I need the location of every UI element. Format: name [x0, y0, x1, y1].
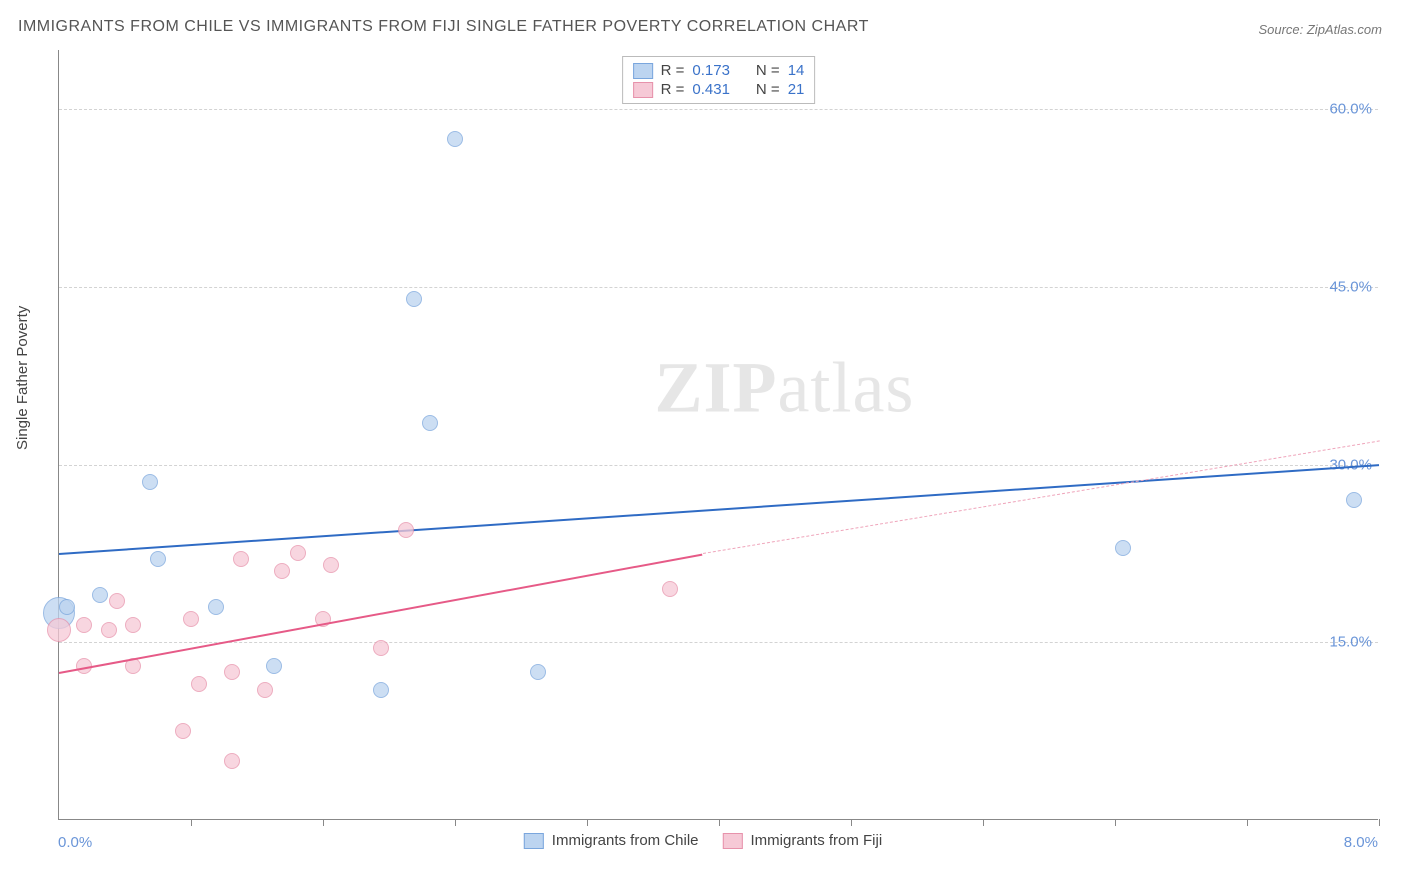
watermark: ZIPatlas: [654, 347, 914, 430]
data-point: [224, 753, 240, 769]
n-value: 21: [788, 81, 805, 98]
legend-swatch: [633, 63, 653, 79]
x-axis-label: 8.0%: [1344, 834, 1378, 851]
n-label: N =: [756, 62, 780, 79]
r-value: 0.173: [692, 62, 730, 79]
legend-item: Immigrants from Chile: [524, 832, 699, 849]
x-tick: [1115, 819, 1116, 826]
data-point: [125, 617, 141, 633]
chart-title: IMMIGRANTS FROM CHILE VS IMMIGRANTS FROM…: [18, 18, 869, 36]
data-point: [1346, 492, 1362, 508]
gridline: [59, 465, 1378, 466]
y-tick-label: 45.0%: [1329, 278, 1372, 295]
y-tick-label: 60.0%: [1329, 101, 1372, 118]
data-point: [373, 682, 389, 698]
r-label: R =: [661, 62, 685, 79]
data-point: [233, 551, 249, 567]
data-point: [208, 599, 224, 615]
data-point: [1115, 540, 1131, 556]
data-point: [274, 563, 290, 579]
x-tick: [1379, 819, 1380, 826]
x-tick: [1247, 819, 1248, 826]
data-point: [183, 611, 199, 627]
legend-item: Immigrants from Fiji: [723, 832, 883, 849]
watermark-rest: atlas: [777, 348, 914, 428]
n-label: N =: [756, 81, 780, 98]
gridline: [59, 109, 1378, 110]
data-point: [323, 557, 339, 573]
data-point: [150, 551, 166, 567]
data-point: [257, 682, 273, 698]
x-tick: [719, 819, 720, 826]
data-point: [290, 545, 306, 561]
data-point: [224, 664, 240, 680]
trend-line: [59, 465, 1379, 556]
legend-swatch: [633, 82, 653, 98]
data-point: [76, 617, 92, 633]
y-tick-label: 15.0%: [1329, 634, 1372, 651]
legend-swatch: [723, 833, 743, 849]
data-point: [266, 658, 282, 674]
x-axis-label: 0.0%: [58, 834, 92, 851]
source-name: ZipAtlas.com: [1307, 22, 1382, 37]
legend-label: Immigrants from Chile: [552, 832, 699, 849]
data-point: [47, 618, 71, 642]
n-value: 14: [788, 62, 805, 79]
plot-area: ZIPatlas R = 0.173 N = 14 R = 0.431 N = 21 15.0…: [58, 50, 1378, 820]
data-point: [109, 593, 125, 609]
gridline: [59, 287, 1378, 288]
legend-label: Immigrants from Fiji: [751, 832, 883, 849]
data-point: [142, 474, 158, 490]
data-point: [175, 723, 191, 739]
legend-stat-row: R = 0.173 N = 14: [633, 61, 805, 80]
r-label: R =: [661, 81, 685, 98]
trend-line: [702, 441, 1379, 555]
legend-stats: R = 0.173 N = 14 R = 0.431 N = 21: [622, 56, 816, 104]
data-point: [59, 599, 75, 615]
source-attribution: Source: ZipAtlas.com: [1258, 22, 1382, 37]
data-point: [422, 415, 438, 431]
x-tick: [851, 819, 852, 826]
x-tick: [587, 819, 588, 826]
legend-swatch: [524, 833, 544, 849]
x-tick: [983, 819, 984, 826]
data-point: [191, 676, 207, 692]
gridline: [59, 642, 1378, 643]
legend-stat-row: R = 0.431 N = 21: [633, 80, 805, 99]
data-point: [662, 581, 678, 597]
data-point: [101, 622, 117, 638]
data-point: [373, 640, 389, 656]
data-point: [447, 131, 463, 147]
source-prefix: Source:: [1258, 22, 1306, 37]
legend-series: Immigrants from Chile Immigrants from Fij…: [524, 832, 882, 849]
data-point: [406, 291, 422, 307]
data-point: [530, 664, 546, 680]
x-tick: [455, 819, 456, 826]
x-tick: [323, 819, 324, 826]
x-tick: [191, 819, 192, 826]
r-value: 0.431: [692, 81, 730, 98]
watermark-bold: ZIP: [654, 348, 777, 428]
y-axis-title: Single Father Poverty: [14, 306, 31, 450]
data-point: [398, 522, 414, 538]
data-point: [92, 587, 108, 603]
